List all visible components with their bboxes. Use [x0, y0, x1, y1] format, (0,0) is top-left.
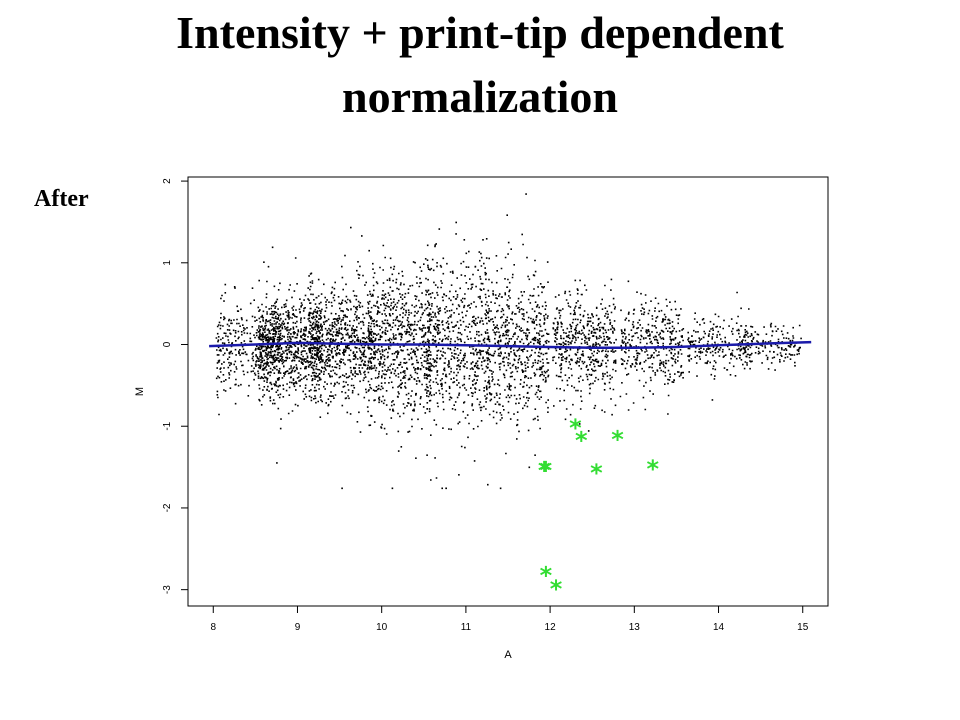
highlighted-points: *** ** * ***	[538, 414, 660, 603]
x-tick-label: 9	[295, 622, 301, 633]
highlighted-point: *	[538, 457, 551, 485]
x-tick-label: 10	[376, 622, 388, 633]
highlighted-point: *	[611, 426, 624, 454]
x-axis-title: A	[504, 649, 512, 661]
data-points	[215, 193, 802, 490]
y-tick-label: 0	[162, 341, 173, 347]
highlighted-point: *	[647, 455, 660, 483]
panel-label: After	[34, 186, 89, 212]
x-tick-label: 8	[210, 622, 216, 633]
x-tick-label: 11	[461, 622, 472, 633]
y-tick-label: -3	[162, 585, 173, 594]
x-axis: 8 9 10 11 12 13 14 15	[210, 606, 809, 633]
x-tick-label: 14	[713, 622, 725, 633]
x-tick-label: 13	[629, 622, 641, 633]
highlighted-point: *	[540, 561, 553, 589]
y-axis: -3 -2 -1 0 1 2	[162, 178, 188, 594]
highlighted-point: *	[550, 575, 563, 603]
slide-title-line-1: Intensity + print-tip dependent	[176, 7, 784, 58]
point-cloud	[215, 193, 802, 490]
highlighted-point: *	[575, 426, 588, 454]
slide-title-line-2: normalization	[342, 71, 618, 122]
highlighted-point: *	[590, 459, 603, 487]
y-tick-label: -1	[162, 421, 173, 430]
x-tick-label: 12	[545, 622, 557, 633]
highlighted-point: *	[540, 457, 553, 485]
loess-line	[209, 340, 812, 350]
y-tick-label: 2	[162, 178, 173, 184]
x-tick-label: 15	[797, 622, 809, 633]
plot-frame	[187, 176, 829, 607]
highlighted-point: *	[569, 414, 582, 442]
y-axis-title: M	[134, 387, 146, 396]
y-tick-label: 1	[162, 260, 173, 266]
y-tick-label: -2	[162, 503, 173, 512]
